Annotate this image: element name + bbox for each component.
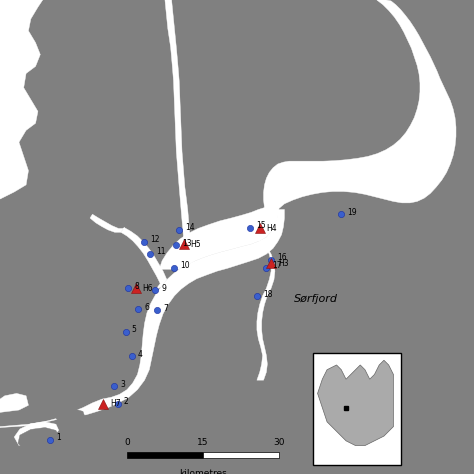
Polygon shape bbox=[159, 0, 456, 269]
Bar bbox=[203, 452, 279, 458]
Text: 13: 13 bbox=[182, 239, 192, 247]
Polygon shape bbox=[62, 210, 284, 416]
Polygon shape bbox=[0, 245, 21, 262]
Polygon shape bbox=[6, 361, 42, 385]
Bar bbox=[127, 452, 203, 458]
Text: 17: 17 bbox=[273, 262, 282, 270]
Text: 1: 1 bbox=[56, 434, 61, 442]
Polygon shape bbox=[0, 40, 14, 62]
Polygon shape bbox=[56, 409, 85, 426]
Polygon shape bbox=[14, 422, 59, 446]
Text: H5: H5 bbox=[191, 240, 201, 248]
Text: 15: 15 bbox=[197, 438, 209, 447]
Polygon shape bbox=[0, 301, 28, 327]
Text: 3: 3 bbox=[120, 380, 125, 389]
Text: 16: 16 bbox=[277, 254, 287, 262]
Polygon shape bbox=[0, 393, 28, 412]
Text: 19: 19 bbox=[347, 208, 357, 217]
Text: H7: H7 bbox=[110, 400, 120, 408]
Text: H4: H4 bbox=[266, 224, 277, 233]
Text: 30: 30 bbox=[273, 438, 284, 447]
Text: 18: 18 bbox=[264, 290, 273, 299]
Text: 10: 10 bbox=[180, 262, 190, 270]
Polygon shape bbox=[257, 194, 279, 380]
Polygon shape bbox=[0, 412, 71, 428]
Polygon shape bbox=[0, 0, 43, 199]
Polygon shape bbox=[2, 268, 27, 287]
Text: 5: 5 bbox=[132, 326, 137, 334]
Text: Sørfjord: Sørfjord bbox=[294, 293, 338, 304]
Text: 7: 7 bbox=[164, 304, 168, 313]
Text: 6: 6 bbox=[145, 303, 149, 311]
Text: 9: 9 bbox=[162, 284, 166, 292]
Polygon shape bbox=[18, 428, 59, 453]
Polygon shape bbox=[90, 214, 124, 232]
Text: 11: 11 bbox=[156, 247, 165, 256]
Text: 8: 8 bbox=[134, 282, 139, 291]
Text: 15: 15 bbox=[256, 221, 266, 230]
Text: 2: 2 bbox=[124, 398, 128, 406]
Text: H3: H3 bbox=[278, 259, 288, 267]
Text: kilometres: kilometres bbox=[179, 469, 227, 474]
Polygon shape bbox=[20, 284, 50, 306]
Polygon shape bbox=[6, 336, 31, 353]
Bar bbox=[313, 353, 401, 465]
Text: 12: 12 bbox=[150, 236, 160, 244]
Text: 14: 14 bbox=[185, 224, 195, 232]
Text: 0: 0 bbox=[124, 438, 130, 447]
Polygon shape bbox=[53, 427, 89, 448]
Polygon shape bbox=[165, 0, 193, 265]
Text: 4: 4 bbox=[138, 350, 143, 359]
Polygon shape bbox=[318, 360, 393, 446]
Polygon shape bbox=[121, 228, 167, 290]
Text: H6: H6 bbox=[142, 284, 153, 292]
